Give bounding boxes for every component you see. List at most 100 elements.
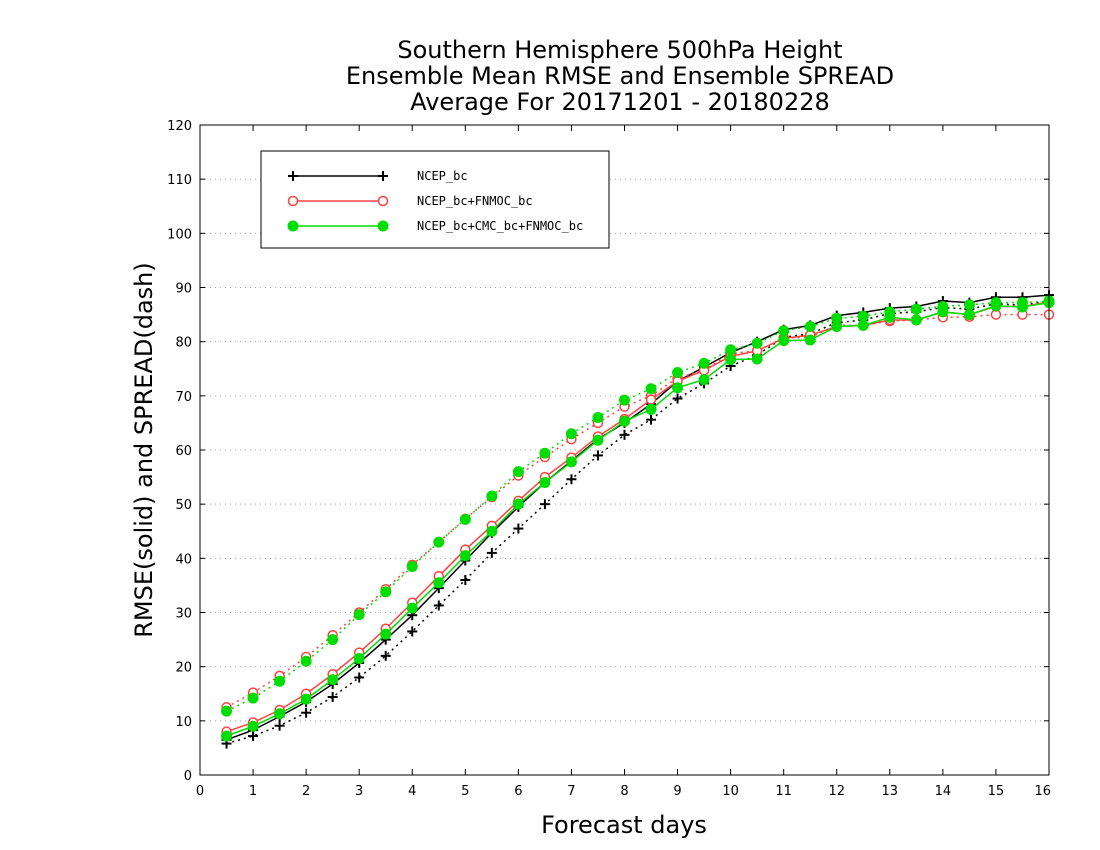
data-point-ncep-bc-spread (539, 499, 550, 510)
data-point-ncep-bc-cmc-bc-fnmoc-bc-spread (486, 490, 498, 502)
data-point-ncep-bc-cmc-bc-fnmoc-bc-rmse (459, 550, 471, 562)
series-ncep-bc-spread (221, 296, 1054, 749)
x-tick-label: 1 (249, 784, 257, 799)
y-tick-label: 0 (184, 769, 192, 784)
data-point-ncep-bc-cmc-bc-fnmoc-bc-spread (778, 325, 790, 337)
y-tick-label: 10 (175, 715, 192, 730)
legend-label: NCEP_bc+FNMOC_bc (417, 194, 533, 208)
x-axis-label: Forecast days (541, 811, 707, 839)
data-point-ncep-bc-cmc-bc-fnmoc-bc-rmse (725, 354, 737, 366)
series-ncep-bc-rmse (221, 290, 1054, 745)
data-point-ncep-bc-cmc-bc-fnmoc-bc-spread (327, 634, 339, 646)
x-tick-label: 6 (514, 784, 522, 799)
data-point-ncep-bc-cmc-bc-fnmoc-bc-rmse (698, 374, 710, 386)
legend-item: NCEP_bc+CMC_bc+FNMOC_bc (287, 219, 583, 233)
x-tick-label: 12 (828, 784, 845, 799)
data-point-ncep-bc-spread (274, 720, 285, 731)
legend-label: NCEP_bc (417, 169, 468, 183)
data-point-ncep-bc-spread (460, 575, 471, 585)
data-point-ncep-bc-cmc-bc-fnmoc-bc-spread (725, 344, 737, 356)
data-point-ncep-bc-cmc-bc-fnmoc-bc-rmse (619, 415, 630, 427)
data-point-ncep-bc-cmc-bc-fnmoc-bc-rmse (910, 314, 922, 326)
data-point-ncep-bc-cmc-bc-fnmoc-bc-spread (406, 560, 418, 572)
data-point-ncep-bc-cmc-bc-fnmoc-bc-spread (539, 447, 551, 459)
data-point-ncep-bc-cmc-bc-fnmoc-bc-spread (274, 675, 286, 687)
data-point-ncep-bc-cmc-bc-fnmoc-bc-rmse (937, 306, 949, 318)
data-point-ncep-bc-cmc-bc-fnmoc-bc-rmse (539, 477, 551, 488)
series-ncep-bc-fnmoc-bc-spread (221, 309, 1055, 713)
x-tick-label: 5 (461, 784, 469, 799)
series-line-ncep-bc-spread (226, 300, 1050, 745)
data-point-ncep-bc-cmc-bc-fnmoc-bc-rmse (645, 403, 657, 415)
data-point-ncep-bc-spread (301, 707, 312, 718)
legend-marker-right (378, 171, 388, 181)
data-point-ncep-bc-spread (646, 414, 657, 425)
series-ncep-bc-cmc-bc-fnmoc-bc-spread (221, 295, 1055, 717)
series-ncep-bc-cmc-bc-fnmoc-bc-rmse (221, 297, 1055, 742)
x-tick-label: 7 (567, 784, 575, 799)
data-point-ncep-bc-spread (433, 600, 444, 611)
legend-marker-left (287, 220, 299, 232)
data-point-ncep-bc-cmc-bc-fnmoc-bc-rmse (247, 720, 259, 732)
plot-frame (199, 124, 1050, 776)
data-series (221, 290, 1055, 749)
data-point-ncep-bc-cmc-bc-fnmoc-bc-rmse (778, 335, 790, 347)
x-tick-label: 15 (988, 784, 1005, 799)
data-point-ncep-bc-cmc-bc-fnmoc-bc-rmse (751, 353, 763, 365)
data-point-ncep-bc-cmc-bc-fnmoc-bc-spread (751, 337, 763, 349)
data-point-ncep-bc-spread (672, 393, 683, 404)
data-point-ncep-bc-spread (619, 429, 630, 440)
chart-title: Southern Hemisphere 500hPa Height Ensemb… (346, 36, 894, 116)
chart-title-line-3: Average For 20171201 - 20180228 (410, 88, 830, 116)
data-point-ncep-bc-cmc-bc-fnmoc-bc-rmse (831, 321, 843, 332)
x-tick-label: 4 (408, 784, 416, 799)
data-point-ncep-bc-cmc-bc-fnmoc-bc-spread (433, 536, 445, 548)
y-tick-label: 40 (175, 552, 192, 567)
legend-label: NCEP_bc+CMC_bc+FNMOC_bc (417, 219, 583, 233)
x-tick-label: 11 (775, 784, 792, 799)
data-point-ncep-bc-cmc-bc-fnmoc-bc-rmse (565, 456, 577, 468)
series-line-ncep-bc-cmc-bc-fnmoc-bc-spread (226, 300, 1050, 712)
series-line-ncep-bc-fnmoc-bc-rmse (226, 301, 1050, 733)
data-point-ncep-bc-cmc-bc-fnmoc-bc-spread (645, 383, 657, 395)
data-point-ncep-bc-spread (566, 474, 577, 485)
data-point-ncep-bc-cmc-bc-fnmoc-bc-rmse (486, 525, 498, 537)
data-point-ncep-bc-cmc-bc-fnmoc-bc-rmse (274, 708, 286, 720)
data-point-ncep-bc-cmc-bc-fnmoc-bc-rmse (406, 602, 418, 614)
legend-box (260, 150, 610, 249)
series-line-ncep-bc-fnmoc-bc-spread (226, 313, 1049, 708)
data-point-ncep-bc-cmc-bc-fnmoc-bc-rmse (1016, 301, 1028, 313)
y-tick-label: 70 (175, 390, 192, 405)
data-point-ncep-bc-cmc-bc-fnmoc-bc-rmse (300, 693, 312, 705)
x-tick-label: 10 (722, 784, 739, 799)
y-tick-label: 80 (175, 336, 192, 351)
data-point-ncep-bc-spread (513, 523, 524, 534)
x-tick-label: 3 (355, 784, 363, 799)
data-point-ncep-bc-cmc-bc-fnmoc-bc-spread (247, 692, 259, 704)
y-tick-label: 20 (175, 661, 192, 676)
x-tick-label: 2 (302, 784, 310, 799)
data-point-ncep-bc-cmc-bc-fnmoc-bc-spread (672, 367, 684, 379)
data-point-ncep-bc-cmc-bc-fnmoc-bc-rmse (353, 653, 365, 665)
data-point-ncep-bc-cmc-bc-fnmoc-bc-spread (804, 321, 816, 332)
legend-marker-left (287, 195, 299, 207)
data-point-ncep-bc-cmc-bc-fnmoc-bc-spread (963, 299, 975, 311)
x-tick-label: 8 (620, 784, 628, 799)
x-tick-label: 0 (196, 784, 204, 799)
data-point-ncep-bc-cmc-bc-fnmoc-bc-spread (512, 466, 524, 478)
data-point-ncep-bc-cmc-bc-fnmoc-bc-rmse (804, 334, 816, 346)
data-point-ncep-bc-cmc-bc-fnmoc-bc-spread (592, 412, 604, 423)
data-point-ncep-bc-cmc-bc-fnmoc-bc-rmse (380, 628, 392, 640)
x-tick-label: 13 (882, 784, 899, 799)
data-point-ncep-bc-spread (486, 547, 497, 558)
data-point-ncep-bc-cmc-bc-fnmoc-bc-rmse (433, 577, 445, 589)
data-point-ncep-bc-cmc-bc-fnmoc-bc-rmse (857, 319, 869, 331)
data-point-ncep-bc-fnmoc-bc-rmse (645, 394, 657, 405)
legend-marker-right (377, 195, 389, 207)
data-point-ncep-bc-cmc-bc-fnmoc-bc-rmse (672, 382, 684, 394)
data-point-ncep-bc-cmc-bc-fnmoc-bc-rmse (963, 309, 975, 321)
data-point-ncep-bc-cmc-bc-fnmoc-bc-spread (221, 705, 233, 717)
data-point-ncep-bc-spread (354, 672, 365, 683)
chart-title-line-2: Ensemble Mean RMSE and Ensemble SPREAD (346, 62, 894, 90)
